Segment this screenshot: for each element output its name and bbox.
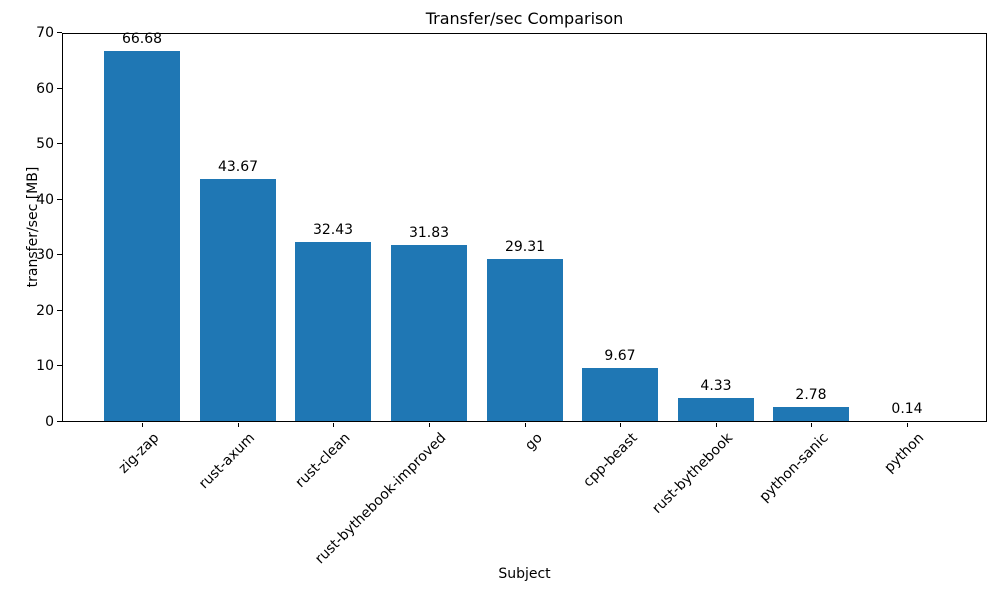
bar-value-label: 9.67 [604,348,636,364]
bar-rust-bythebook-improved [391,245,467,422]
x-tick-label-python: python [881,430,928,476]
y-tick [57,32,62,33]
bar-rust-bythebook [678,398,754,422]
x-tick [333,423,334,427]
y-tick [57,254,62,255]
bar-python [869,421,945,422]
x-tick-label-zig-zap: zig-zap [115,430,163,477]
x-tick [429,423,430,427]
x-tick [238,423,239,427]
bar-rust-clean [295,242,371,422]
y-tick-label: 30 [36,247,54,263]
x-tick [525,423,526,427]
x-tick-label-go: go [521,430,546,454]
x-tick-label-python-sanic: python-sanic [756,430,832,506]
y-tick [57,143,62,144]
bar-value-label: 2.78 [795,387,827,403]
bar-zig-zap [104,51,180,422]
bar-value-label: 29.31 [504,239,546,255]
y-tick [57,365,62,366]
bar-value-label: 32.43 [312,222,354,238]
x-tick-label-cpp-beast: cpp-beast [579,430,641,491]
bar-value-label: 0.14 [891,401,923,417]
bar-python-sanic [773,407,849,422]
y-tick-label: 40 [36,192,54,208]
x-tick [811,423,812,427]
y-tick-label: 0 [45,414,54,430]
y-tick [57,310,62,311]
x-tick [716,423,717,427]
y-axis-label: transfer/sec [MB] [25,166,41,288]
y-tick-label: 50 [36,136,54,152]
bar-cpp-beast [582,368,658,422]
x-tick-label-rust-axum: rust-axum [196,430,259,493]
bar-value-label: 66.68 [121,31,163,47]
x-tick-label-rust-clean: rust-clean [292,430,354,491]
x-tick [620,423,621,427]
y-tick [57,88,62,89]
x-tick [142,423,143,427]
y-tick [57,421,62,422]
x-tick [907,423,908,427]
x-tick-label-rust-bythebook: rust-bythebook [649,430,737,517]
bar-rust-axum [200,179,276,422]
chart-title: Transfer/sec Comparison [425,9,624,28]
y-tick-label: 70 [36,25,54,41]
y-tick [57,199,62,200]
bar-value-label: 4.33 [700,378,732,394]
y-tick-label: 10 [36,358,54,374]
y-tick-label: 60 [36,81,54,97]
bar-value-label: 43.67 [217,159,259,175]
bar-value-label: 31.83 [408,225,450,241]
x-axis-label: Subject [498,566,551,582]
bar-go [487,259,563,422]
y-tick-label: 20 [36,303,54,319]
